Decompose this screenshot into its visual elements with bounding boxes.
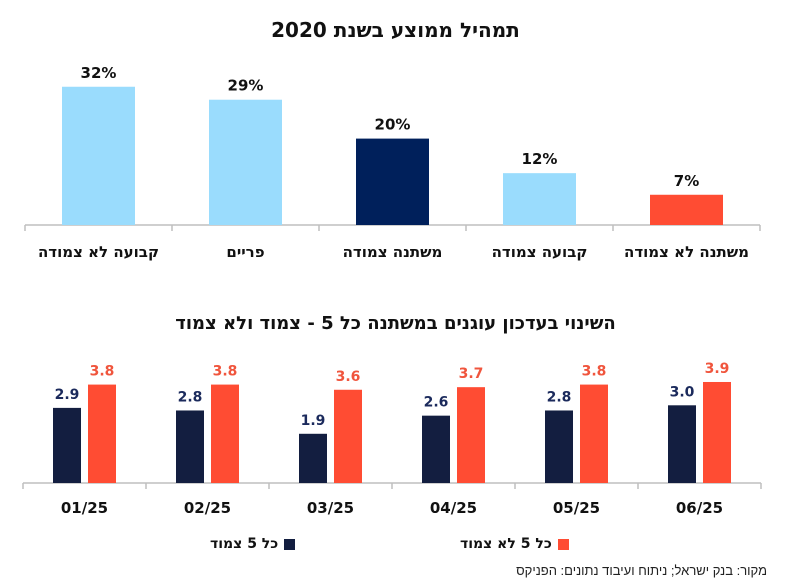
- chart1-bar: [356, 138, 429, 225]
- chart1-title: תמהיל ממוצע בשנת 2020: [271, 18, 520, 42]
- chart2-bar-unlinked: [580, 384, 608, 483]
- chart2-category-label: 04/25: [430, 499, 477, 517]
- chart2-value-label-linked: 1.9: [301, 413, 326, 429]
- chart2-value-label-unlinked: 3.6: [336, 369, 361, 385]
- chart2-bar-linked: [545, 410, 573, 483]
- chart2-value-label-unlinked: 3.8: [582, 364, 607, 380]
- chart1-bar: [503, 173, 576, 225]
- chart1-category-label: פריים: [226, 243, 264, 261]
- legend-item-linked: כל 5 צמוד: [210, 536, 296, 552]
- chart2-value-label-linked: 3.0: [670, 384, 695, 400]
- chart1-bar: [650, 194, 723, 225]
- chart2-bar-linked: [53, 407, 81, 483]
- legend-label-linked: כל 5 צמוד: [210, 536, 279, 552]
- chart2-bar-unlinked: [457, 387, 485, 483]
- chart2-category-label: 06/25: [676, 499, 723, 517]
- chart2-value-label-linked: 2.6: [424, 395, 449, 411]
- chart2-bar-linked: [176, 410, 204, 483]
- chart1-category-label: משתנה לא צמודה: [624, 243, 749, 261]
- chart1-value-label: 7%: [674, 172, 699, 190]
- legend-label-unlinked: כל 5 לא צמוד: [460, 536, 552, 552]
- chart2-value-label-unlinked: 3.9: [705, 361, 730, 377]
- chart2-bar-linked: [668, 405, 696, 483]
- chart1-bar: [62, 86, 135, 225]
- chart2-bar-unlinked: [211, 384, 239, 483]
- chart1-value-label: 12%: [522, 150, 558, 168]
- chart2-value-label-linked: 2.8: [178, 389, 203, 405]
- legend-swatch-red: [557, 538, 569, 550]
- chart2-value-label-linked: 2.8: [547, 389, 572, 405]
- chart2-bar-linked: [422, 415, 450, 483]
- chart2-value-label-unlinked: 3.8: [213, 364, 238, 380]
- chart2-bar-linked: [299, 433, 327, 483]
- legend-swatch-navy: [284, 538, 296, 550]
- chart2-category-label: 05/25: [553, 499, 600, 517]
- chart2-category-label: 02/25: [184, 499, 231, 517]
- chart2-value-label-linked: 2.9: [55, 387, 80, 403]
- source-note: מקור: בנק ישראל; ניתוח ועיבוד נתונים: הפ…: [516, 563, 767, 578]
- chart2-bar-unlinked: [334, 389, 362, 483]
- chart2-value-label-unlinked: 3.7: [459, 366, 484, 382]
- chart2-title: השינוי בעדכון עוגנים במשתנה כל 5 - צמוד …: [175, 313, 616, 334]
- chart1-bar: [209, 99, 282, 225]
- chart1-category-label: משתנה צמודה: [343, 243, 443, 261]
- chart2-bar-unlinked: [88, 384, 116, 483]
- chart1-category-label: קבועה צמודה: [492, 243, 588, 261]
- chart1-value-label: 32%: [81, 64, 117, 82]
- chart2-category-label: 01/25: [61, 499, 108, 517]
- chart1-value-label: 29%: [228, 77, 264, 95]
- legend-item-unlinked: כל 5 לא צמוד: [460, 536, 569, 552]
- chart2-bar-unlinked: [703, 381, 731, 483]
- chart2-category-label: 03/25: [307, 499, 354, 517]
- chart1-category-label: קבועה לא צמודה: [38, 243, 159, 261]
- chart2-value-label-unlinked: 3.8: [90, 364, 115, 380]
- chart1-value-label: 20%: [375, 116, 411, 134]
